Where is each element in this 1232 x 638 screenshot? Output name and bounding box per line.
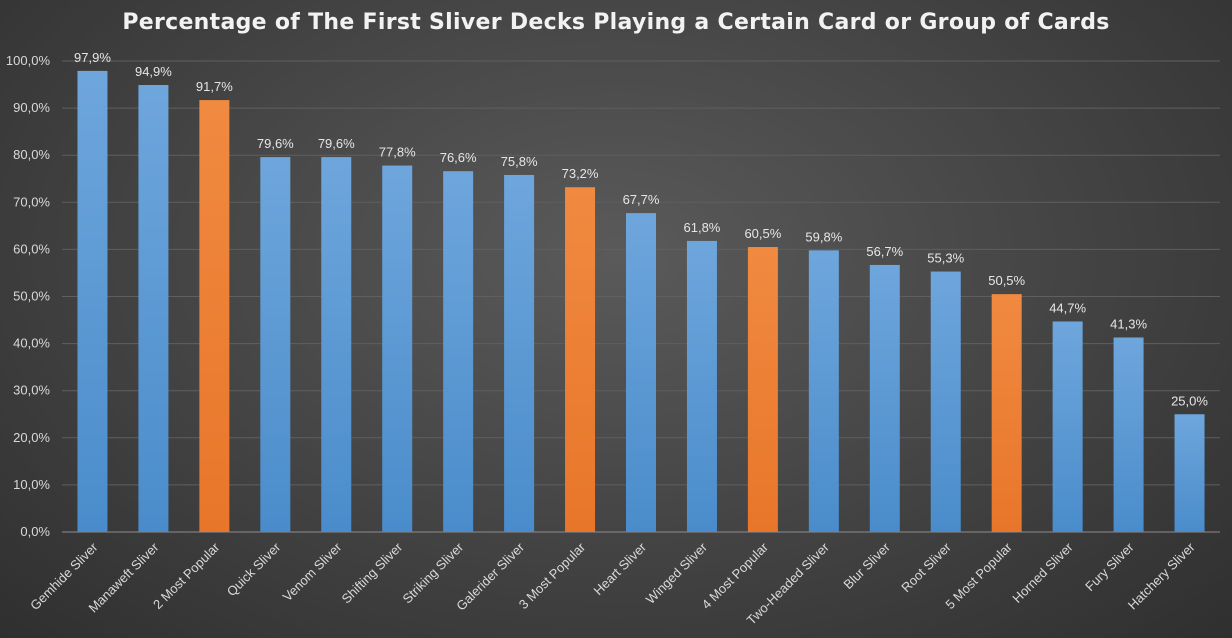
data-label: 41,3% [1110, 316, 1147, 331]
bar [930, 271, 961, 532]
bar [1052, 321, 1083, 532]
data-label: 61,8% [684, 220, 721, 235]
x-tick-label: Fury Sliver [1082, 539, 1137, 594]
x-tick-label: Quick Sliver [224, 539, 284, 599]
data-label: 75,8% [501, 154, 538, 169]
bar [260, 157, 291, 533]
y-tick-label: 10,0% [13, 477, 50, 492]
x-tick-label: Venom Sliver [280, 539, 345, 604]
bar-highlight [199, 100, 230, 532]
y-tick-label: 60,0% [13, 241, 50, 256]
bars [77, 70, 1205, 533]
data-label: 67,7% [623, 192, 660, 207]
x-tick-label: Blur Sliver [840, 539, 893, 592]
y-tick-label: 30,0% [13, 383, 50, 398]
data-label: 73,2% [562, 166, 599, 181]
data-label: 97,9% [74, 50, 111, 65]
y-tick-label: 90,0% [13, 100, 50, 115]
y-tick-label: 80,0% [13, 147, 50, 162]
bar [869, 264, 900, 532]
data-label: 25,0% [1171, 393, 1208, 408]
data-labels: 97,9% 94,9% 91,7% 79,6% 79,6% 77,8% 76,6% 75,8%… [74, 50, 1208, 408]
bar [443, 171, 474, 533]
y-axis: 0,0% 10,0% 20,0% 30,0% 40,0% 50,0% 60,0% 70,0% 8… [6, 53, 51, 539]
bar [626, 213, 656, 532]
data-label: 60,5% [744, 226, 781, 241]
chart-title: Percentage of The First Sliver Decks Pla… [122, 10, 1110, 35]
bar [382, 165, 413, 532]
bar-highlight [565, 187, 596, 532]
y-tick-label: 70,0% [13, 194, 50, 209]
bar [686, 240, 717, 532]
x-tick-label: Root Sliver [898, 539, 954, 595]
bar [138, 85, 169, 532]
y-tick-label: 20,0% [13, 430, 50, 445]
y-tick-label: 0,0% [20, 524, 50, 539]
x-tick-label: Horned Sliver [1009, 539, 1076, 606]
data-label: 79,6% [257, 136, 294, 151]
bar [1174, 414, 1205, 532]
bar [808, 250, 839, 533]
data-label: 79,6% [318, 136, 355, 151]
bar-highlight [747, 247, 778, 533]
bar [77, 70, 108, 533]
data-label: 56,7% [866, 244, 903, 259]
data-label: 76,6% [440, 150, 477, 165]
x-tick-label: Heart Sliver [590, 539, 649, 598]
data-label: 55,3% [927, 251, 964, 266]
y-tick-label: 40,0% [13, 336, 50, 351]
data-label: 91,7% [196, 79, 233, 94]
x-tick-label: Shifting Sliver [339, 539, 406, 606]
x-tick-label: Striking Sliver [399, 539, 466, 606]
bar [1113, 337, 1144, 532]
y-tick-label: 100,0% [6, 53, 51, 68]
bar [321, 157, 352, 533]
data-label: 50,5% [988, 273, 1025, 288]
x-tick-label: Winged Sliver [643, 539, 711, 607]
data-label: 94,9% [135, 64, 172, 79]
bar [504, 174, 535, 532]
data-label: 59,8% [805, 229, 842, 244]
data-label: 77,8% [379, 145, 416, 160]
data-label: 44,7% [1049, 300, 1086, 315]
y-tick-label: 50,0% [13, 289, 50, 304]
bar-highlight [991, 294, 1022, 532]
